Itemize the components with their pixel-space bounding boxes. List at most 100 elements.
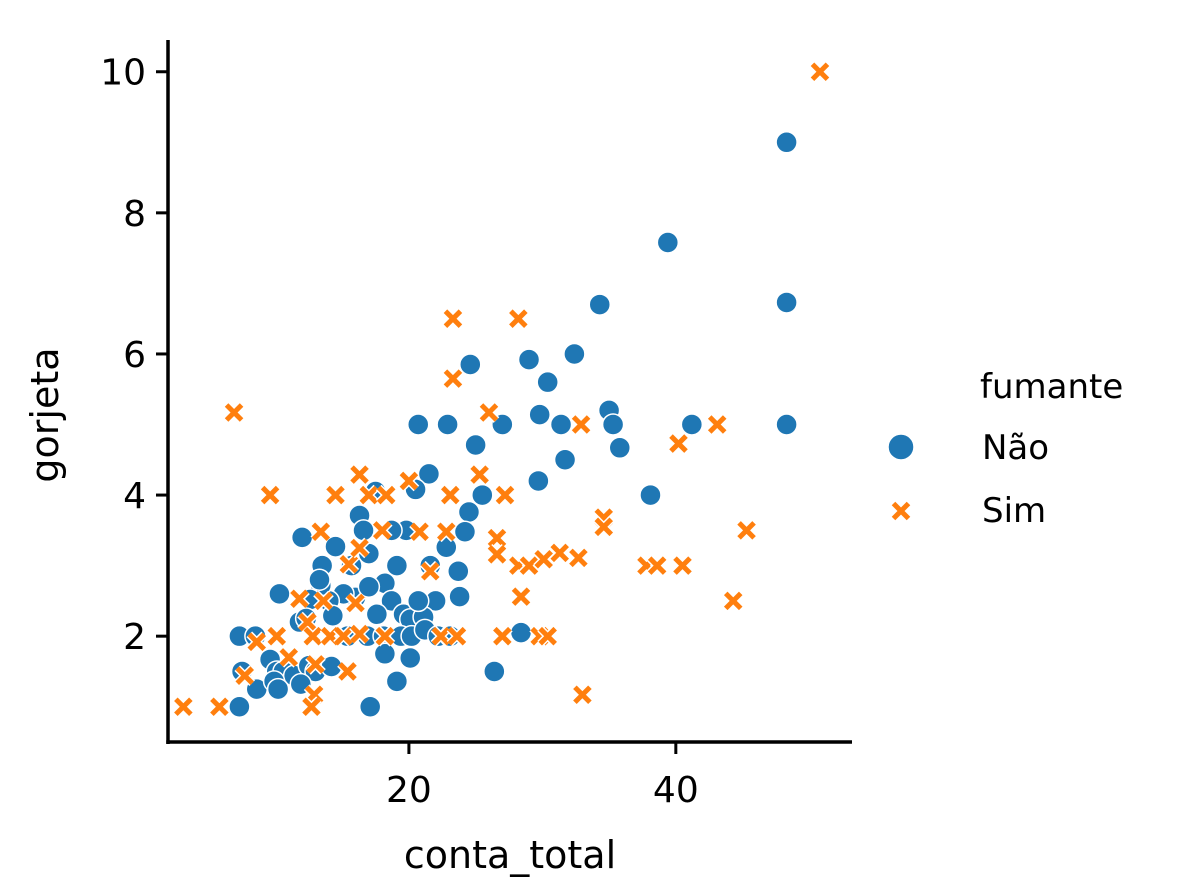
- data-point: [313, 590, 334, 612]
- data-point: [385, 670, 409, 693]
- data-point: [352, 519, 375, 542]
- data-point: [572, 684, 593, 706]
- data-point: [374, 625, 396, 647]
- data-point: [570, 414, 592, 435]
- y-tick-label: 4: [123, 476, 146, 517]
- series-nao: [228, 131, 798, 718]
- data-point: [436, 413, 459, 436]
- data-point: [517, 348, 541, 371]
- data-point: [259, 484, 281, 506]
- data-point: [442, 368, 464, 389]
- data-point: [446, 625, 468, 647]
- data-point: [333, 625, 354, 647]
- legend-x-mark: [890, 500, 912, 522]
- data-point: [358, 484, 380, 506]
- data-point: [435, 521, 457, 543]
- data-point: [385, 554, 409, 577]
- legend: fumante Não Sim: [887, 367, 1123, 531]
- data-point: [406, 589, 430, 613]
- x-axis-label: conta_total: [404, 833, 616, 877]
- data-point: [447, 560, 470, 583]
- data-point: [358, 695, 382, 718]
- data-point: [459, 353, 482, 376]
- data-point: [809, 61, 831, 83]
- legend-label-nao: Não: [982, 428, 1049, 468]
- y-tick-label: 6: [123, 335, 146, 376]
- data-point: [310, 521, 332, 543]
- data-point: [357, 575, 381, 599]
- data-point: [491, 625, 513, 647]
- y-tick-label: 10: [100, 53, 146, 94]
- x-tick-label: 20: [386, 770, 432, 811]
- data-point: [588, 293, 612, 316]
- legend-marker-sim: [890, 500, 912, 522]
- data-point: [706, 414, 728, 435]
- data-point: [509, 621, 533, 644]
- y-axis-label: gorjeta: [23, 347, 67, 482]
- data-point: [398, 646, 422, 670]
- data-point: [486, 527, 508, 549]
- data-point: [349, 464, 370, 485]
- data-point: [448, 585, 471, 608]
- data-point: [478, 402, 500, 423]
- data-point: [646, 555, 668, 576]
- data-point: [337, 661, 358, 682]
- data-point: [453, 520, 477, 544]
- data-point: [297, 611, 318, 633]
- data-point: [305, 654, 326, 675]
- data-points: [173, 61, 831, 718]
- data-point: [533, 548, 555, 570]
- data-point: [736, 520, 757, 541]
- data-point: [278, 647, 300, 668]
- data-point: [325, 484, 346, 506]
- data-point: [563, 342, 586, 366]
- series-sim: [173, 61, 831, 718]
- data-point: [639, 483, 662, 507]
- data-point: [494, 484, 516, 506]
- data-point: [266, 625, 288, 647]
- data-point: [268, 582, 291, 606]
- data-point: [668, 433, 689, 454]
- data-point: [349, 537, 370, 559]
- data-point: [209, 696, 230, 718]
- data-point: [409, 521, 430, 543]
- data-point: [439, 484, 461, 506]
- data-point: [349, 623, 370, 645]
- data-point: [518, 555, 540, 576]
- data-point: [301, 696, 322, 718]
- data-point: [549, 542, 571, 564]
- data-point: [508, 308, 529, 330]
- data-point: [775, 413, 798, 436]
- data-point: [289, 588, 310, 610]
- legend-marker-nao: [887, 433, 915, 461]
- data-point: [308, 568, 331, 591]
- axes: [166, 40, 852, 744]
- data-point: [173, 696, 194, 718]
- y-tick-label: 8: [123, 194, 146, 235]
- legend-title: fumante: [980, 367, 1123, 407]
- data-point: [553, 448, 577, 472]
- data-point: [435, 536, 458, 559]
- data-point: [601, 413, 625, 436]
- data-point: [510, 586, 532, 607]
- data-point: [417, 462, 441, 486]
- data-point: [373, 642, 397, 666]
- data-point: [486, 544, 508, 565]
- data-point: [290, 526, 314, 549]
- data-point: [464, 433, 487, 457]
- x-tick-label: 40: [653, 770, 699, 811]
- data-point: [469, 464, 490, 485]
- data-point: [656, 231, 680, 254]
- data-point: [345, 592, 366, 614]
- data-point: [419, 560, 441, 582]
- data-point: [223, 402, 245, 423]
- data-point: [775, 291, 798, 314]
- data-point: [527, 469, 550, 493]
- data-point: [593, 516, 615, 538]
- data-point: [430, 625, 452, 647]
- data-point: [471, 483, 494, 507]
- data-point: [722, 590, 744, 612]
- data-point: [375, 484, 397, 506]
- data-point: [775, 131, 798, 154]
